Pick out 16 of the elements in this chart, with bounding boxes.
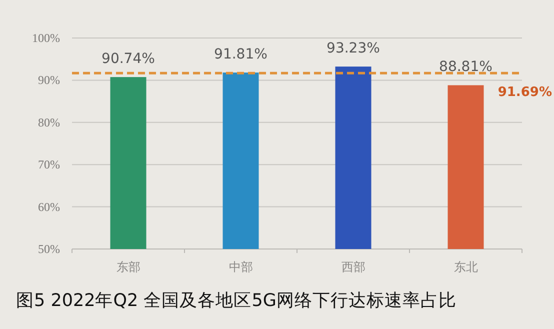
y-tick-label: 90% <box>38 73 60 88</box>
x-tick-label: 西部 <box>341 260 366 274</box>
ref-line-label: 91.69% <box>498 85 552 100</box>
data-label: 88.81% <box>439 59 492 76</box>
y-tick-label: 80% <box>38 115 60 130</box>
text: 图5 2022年Q2 全国及各地区5G网络下行达标速率占比 <box>16 290 456 311</box>
x-tick-label: 中部 <box>228 260 253 274</box>
y-tick-label: 100% <box>32 31 60 45</box>
data-label: 90.74% <box>102 51 155 68</box>
y-tick-label: 60% <box>38 200 60 214</box>
x-tick-label: 东北 <box>454 260 478 274</box>
x-tick-label: 东部 <box>116 260 140 274</box>
y-tick-label: 50% <box>38 242 60 256</box>
data-label: 91.81% <box>214 46 268 63</box>
y-tick-label: 70% <box>38 158 60 172</box>
data-label: 93.23% <box>326 40 380 57</box>
